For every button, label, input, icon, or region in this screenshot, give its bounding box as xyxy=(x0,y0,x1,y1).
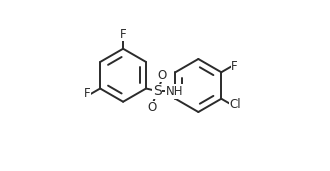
Text: S: S xyxy=(153,84,162,98)
Text: NH: NH xyxy=(166,85,183,98)
Text: O: O xyxy=(158,69,167,82)
Text: F: F xyxy=(231,60,238,74)
Text: O: O xyxy=(148,101,157,114)
Text: Cl: Cl xyxy=(229,97,241,111)
Text: F: F xyxy=(120,28,126,41)
Text: F: F xyxy=(84,87,90,100)
